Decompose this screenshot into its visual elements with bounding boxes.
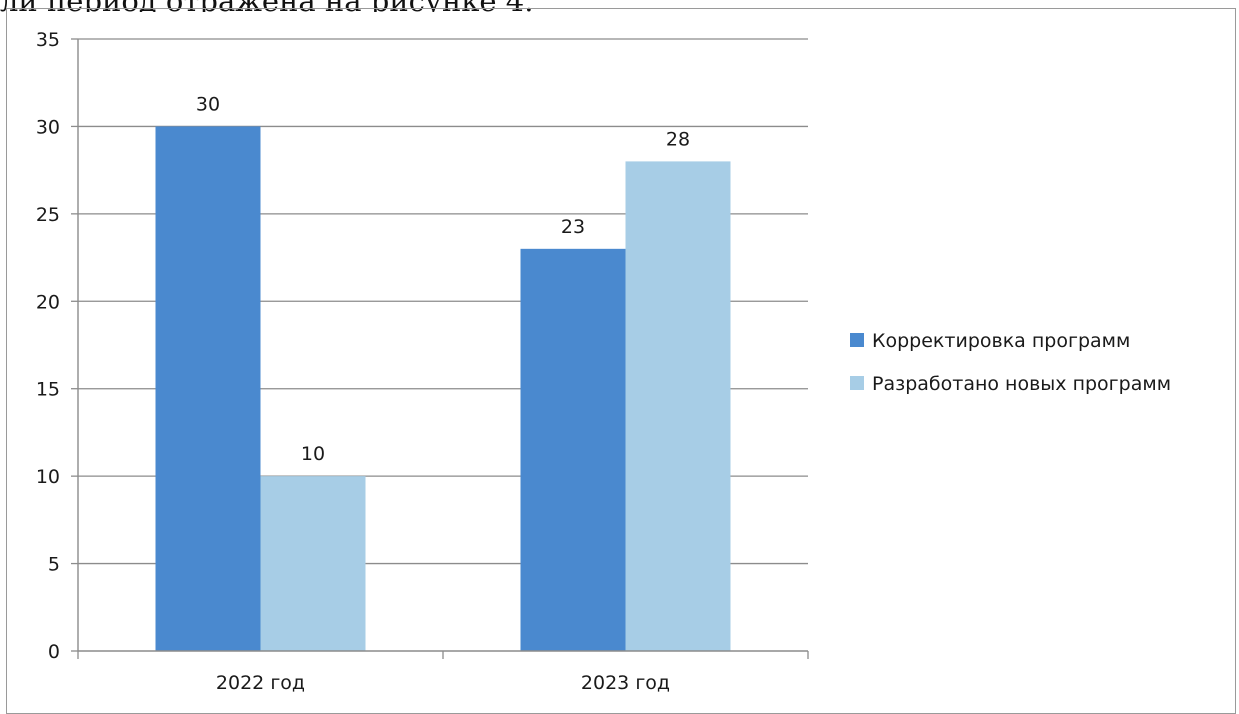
bar [520, 248, 626, 652]
y-tick-label: 0 [48, 641, 60, 663]
y-tick-label: 25 [36, 204, 60, 226]
data-label: 10 [301, 443, 325, 465]
y-tick-label: 20 [36, 291, 60, 313]
x-tick-label: 2023 год [581, 672, 670, 694]
data-label: 30 [196, 93, 220, 115]
labels: 30 10 23 28 [196, 93, 690, 465]
y-tick-label: 5 [48, 554, 60, 576]
legend: Корректировка программ Разработано новых … [850, 330, 1171, 395]
bar [260, 476, 366, 651]
x-tick-label: 2022 год [216, 672, 305, 694]
data-label: 28 [666, 128, 690, 150]
y-tick-label: 35 [36, 29, 60, 51]
axes: 0 5 10 15 20 25 30 35 2022 год 2023 год [36, 29, 809, 694]
bar [155, 126, 261, 651]
legend-label: Корректировка программ [872, 330, 1130, 352]
bar [625, 161, 731, 651]
bars [155, 126, 731, 652]
legend-label: Разработано новых программ [872, 373, 1171, 395]
data-label: 23 [561, 216, 585, 238]
y-tick-label: 10 [36, 466, 60, 488]
y-tick-label: 15 [36, 379, 60, 401]
legend-swatch [850, 333, 864, 347]
y-tick-label: 30 [36, 116, 60, 138]
legend-swatch [850, 376, 864, 390]
page-text-fragment: ли период отражена на рисунке 4. [0, 0, 640, 12]
